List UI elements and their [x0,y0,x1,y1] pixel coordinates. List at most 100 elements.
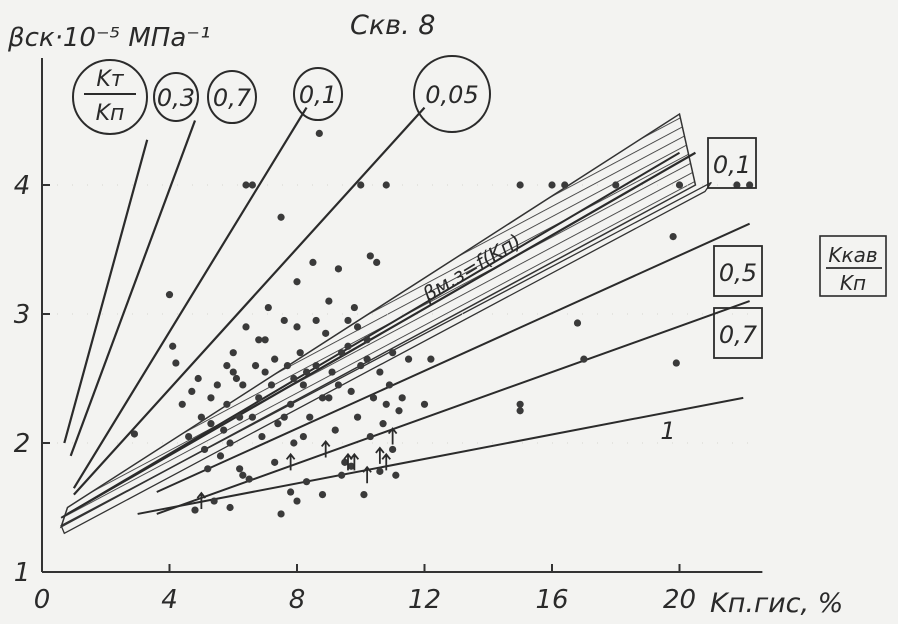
header-kkav-numerator: Kкав [828,243,877,267]
data-point [315,129,323,137]
data-point [271,458,279,466]
hatched-band-edge [60,181,712,535]
data-point [350,303,358,312]
arrow-marker [196,491,207,510]
line-label-kt: 0,05 [425,81,478,109]
data-point [366,432,374,441]
data-point [353,413,362,421]
data-point [306,413,314,421]
line-label-kkav: 0,5 [719,259,757,287]
y-axis-label: βск·10⁻⁵ МПа⁻¹ [7,23,210,53]
arrow-marker [375,446,385,464]
data-point [382,181,390,189]
data-point [242,181,250,189]
data-point [223,400,231,408]
data-point [296,349,304,357]
data-point [299,381,307,389]
data-point [347,462,355,470]
data-point [341,458,349,466]
line-labels: 0,3 0,7 0,1 0,05 0,1 0,5 0,7 1 [153,55,763,445]
data-point [216,452,225,460]
data-point [398,394,406,402]
label-box [707,137,757,189]
fan-lines [60,106,751,519]
data-point [561,181,569,189]
data-point [669,233,677,241]
data-point [226,503,234,512]
line-label-kkav: 1 [660,417,675,445]
chart-title: Скв. 8 [350,10,435,41]
data-point [322,329,330,337]
x-tick-label: 12 [408,585,441,615]
header-kt-numerator: Kт [96,67,124,92]
x-tick-label: 16 [535,585,568,615]
data-point [194,374,202,383]
data-point [213,381,221,389]
data-point [232,374,241,383]
data-point [325,297,333,305]
data-point [420,400,429,408]
x-tick-label: 20 [663,585,696,615]
ratio-header-kt-kp: Kт Kп [72,59,148,135]
data-point [328,368,336,376]
data-point [357,362,365,370]
line-label-kkav: 0,1 [713,151,751,179]
data-point [672,359,680,367]
label-circle [293,67,343,121]
data-point [287,400,295,408]
data-point [379,420,387,428]
data-point [376,368,384,376]
data-point [283,362,292,370]
arrow-marker [320,440,331,458]
label-box [713,245,763,297]
data-point [733,181,741,189]
data-point [389,349,397,357]
data-point [242,323,250,331]
data-point [185,432,193,441]
line-kkav-2 [156,300,750,515]
data-point [229,368,237,376]
label-box [713,307,763,359]
y-tick-label: 2 [14,429,31,459]
data-point [385,381,394,389]
data-point [197,413,205,421]
line-kt-0 [63,139,149,444]
data-point [318,491,327,499]
data-point [290,374,298,383]
x-tick-label: 8 [289,585,306,615]
data-point [404,355,413,363]
line-kt-1 [69,120,197,457]
data-point [334,265,343,273]
data-point [325,394,333,402]
x-tick-label: 4 [161,585,178,615]
data-point [299,432,307,441]
label-circle [207,70,257,124]
data-point [239,471,247,479]
data-point [226,439,234,447]
data-point [360,491,368,499]
data-point [548,181,556,189]
data-point [363,355,371,363]
data-point [277,213,285,221]
data-point [293,323,301,331]
data-point [318,394,327,402]
data-point [675,181,684,189]
data-point [293,278,301,286]
data-point [274,420,282,428]
data-point [264,303,272,312]
label-circle [413,55,491,133]
data-point [207,420,215,428]
arrow-marker [349,452,360,471]
line-kt-2 [72,107,308,489]
data-point [220,426,228,434]
data-point [236,465,244,473]
data-point [612,181,620,189]
header-kkav-denominator: Kп [840,271,866,295]
data-point [312,316,320,325]
data-point [302,368,311,376]
data-point [271,355,279,363]
data-point [261,368,269,376]
line-label-kt: 0,1 [299,81,337,109]
